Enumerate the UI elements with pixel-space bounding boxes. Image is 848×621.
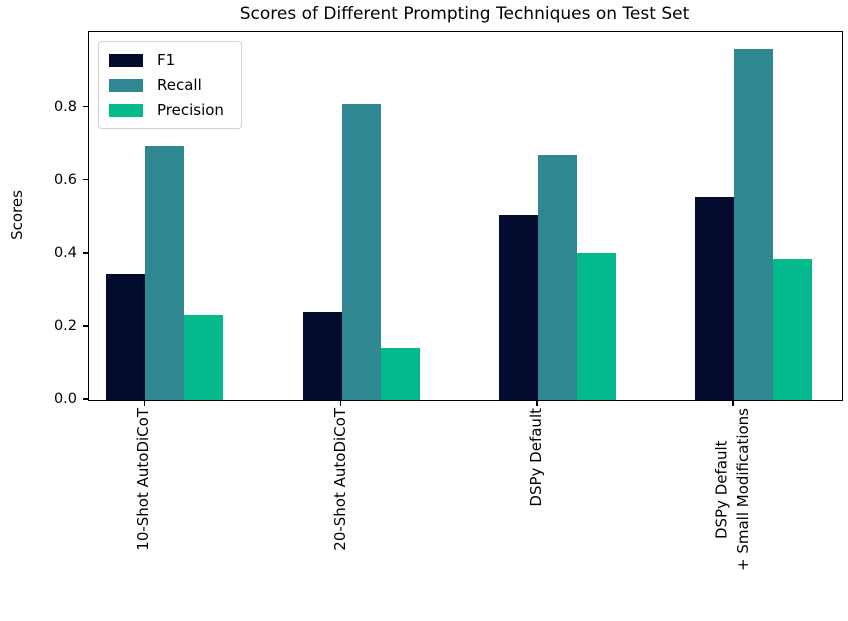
legend-swatch-icon: [109, 53, 143, 67]
bar-f1-group4: [695, 197, 734, 400]
x-tick-mark: [339, 400, 342, 406]
bar-recall-group3: [537, 155, 577, 400]
y-tick-label: 0.0: [53, 391, 77, 407]
legend: F1 Recall Precision: [98, 41, 242, 129]
legend-label: F1: [157, 51, 176, 69]
y-tick-label: 0.2: [53, 317, 77, 334]
x-tick-mark: [536, 400, 538, 406]
bar-precision-group1: [184, 314, 224, 400]
x-tick-label-group3: DSPy Default: [526, 408, 545, 507]
chart-title: Scores of Different Prompting Techniques…: [239, 4, 690, 24]
bar-f1-group2: [302, 312, 342, 400]
x-tick-mark: [732, 400, 734, 406]
y-axis-label: Scores: [8, 190, 26, 240]
legend-label: Precision: [157, 101, 224, 119]
y-tick-mark: [83, 105, 88, 108]
bar-recall-group1: [145, 145, 185, 400]
plot-area: F1 Recall Precision: [88, 31, 843, 401]
bar-f1-group3: [498, 215, 538, 400]
x-tick-mark: [143, 400, 146, 406]
x-tick-label-group1: 10-Shot AutoDiCoT: [134, 408, 153, 551]
bar-precision-group2: [380, 348, 420, 400]
bar-precision-group3: [576, 252, 616, 400]
y-tick-label: 0.6: [53, 171, 77, 188]
y-tick-mark: [83, 178, 88, 181]
legend-swatch-icon: [109, 103, 143, 117]
y-tick-mark: [83, 325, 88, 327]
y-tick-label: 0.8: [53, 98, 77, 115]
bar-recall-group4: [734, 49, 773, 400]
bar-recall-group2: [341, 103, 381, 400]
legend-item-recall: Recall: [109, 76, 224, 94]
y-tick-mark: [83, 398, 88, 400]
legend-item-f1: F1: [109, 51, 224, 69]
bar-precision-group4: [773, 258, 812, 400]
bar-f1-group1: [106, 273, 146, 400]
y-tick-label: 0.4: [53, 244, 77, 261]
legend-label: Recall: [157, 76, 202, 94]
x-tick-label-group4: DSPy Default + Small Modifications: [712, 408, 752, 572]
y-tick-mark: [83, 252, 88, 254]
legend-item-precision: Precision: [109, 101, 224, 119]
x-tick-label-group2: 20-Shot AutoDiCoT: [330, 408, 349, 551]
legend-swatch-icon: [109, 78, 143, 92]
